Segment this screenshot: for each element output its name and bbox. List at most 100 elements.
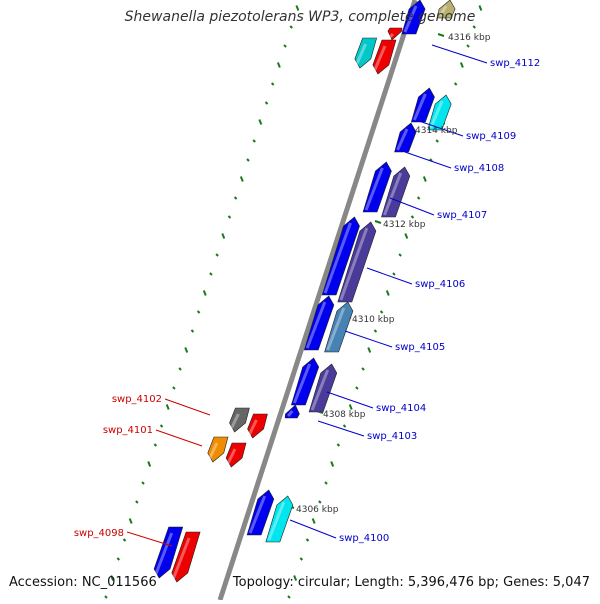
gc-dot xyxy=(178,367,182,371)
gc-dot xyxy=(311,518,316,524)
gene-label-swp_4102[interactable]: swp_4102 xyxy=(112,394,162,405)
gene-swp_4103[interactable] xyxy=(284,404,300,419)
gene-shading xyxy=(387,32,394,40)
gc-dot xyxy=(227,215,232,219)
gene-swp_4104[interactable] xyxy=(308,363,338,413)
ruler-tick xyxy=(437,33,445,37)
gene-shading xyxy=(396,128,409,151)
gene-swp_4100-a[interactable] xyxy=(246,489,275,536)
gene-label-swp_4103[interactable]: swp_4103 xyxy=(367,431,417,442)
gc-dot xyxy=(276,62,281,68)
gene-shading xyxy=(372,45,387,73)
gene-shading xyxy=(326,307,346,351)
gene-swp_4102-a[interactable] xyxy=(229,407,250,433)
gene-unlabeled-cyan[interactable] xyxy=(354,37,378,69)
ruler-label-4316: 4316 kbp xyxy=(448,33,491,43)
gc-dot xyxy=(270,82,275,86)
gc-dot xyxy=(318,500,322,504)
genome-backbone xyxy=(217,0,418,601)
gene-label-swp_4101[interactable]: swp_4101 xyxy=(103,425,153,436)
gc-dot xyxy=(422,176,427,182)
gc-dot xyxy=(264,101,269,105)
gene-swp_4101-a[interactable] xyxy=(207,436,229,463)
gene-swp_4107[interactable] xyxy=(381,166,411,218)
gene-shading xyxy=(267,501,286,541)
gene-swp_4104-a[interactable] xyxy=(290,357,320,406)
gene-swp_4108[interactable] xyxy=(394,122,417,153)
gc-dot xyxy=(435,139,439,143)
gene-label-swp_4106[interactable]: swp_4106 xyxy=(415,279,465,290)
gene-shading xyxy=(207,442,219,461)
gc-dot xyxy=(196,310,201,314)
gene-unlabeled-olive[interactable] xyxy=(436,0,456,19)
leader-line xyxy=(415,119,464,137)
gene-shading xyxy=(247,419,258,437)
gc-dot xyxy=(184,347,189,353)
accession-text: Accession: NC_011566 xyxy=(9,575,157,590)
gene-unlabeled-red-a[interactable] xyxy=(372,39,397,75)
leader-line xyxy=(404,151,452,169)
gene-label-swp_4105[interactable]: swp_4105 xyxy=(395,342,445,353)
gc-dot xyxy=(165,404,170,410)
gene-swp_4109-a[interactable] xyxy=(410,87,435,123)
gene-swp_4112[interactable] xyxy=(401,0,426,35)
ruler-label-4310: 4310 kbp xyxy=(352,315,395,325)
gc-dot xyxy=(141,481,145,485)
gc-dot xyxy=(172,386,176,390)
gene-label-swp_4108[interactable]: swp_4108 xyxy=(454,163,504,174)
gene-swp_4106-a[interactable] xyxy=(321,216,360,296)
gene-swp_4106[interactable] xyxy=(337,221,377,303)
gene-shading xyxy=(383,172,403,216)
gene-label-swp_4109[interactable]: swp_4109 xyxy=(466,131,516,142)
gene-shading xyxy=(305,301,327,349)
gc-dot xyxy=(110,575,115,581)
gene-unlabeled-red-b[interactable] xyxy=(387,27,403,41)
leader-line xyxy=(326,391,374,409)
gc-dot xyxy=(221,233,226,239)
gene-shading xyxy=(403,5,418,33)
gene-swp_4105-a[interactable] xyxy=(303,295,335,351)
gc-dot xyxy=(429,158,433,162)
gene-shading xyxy=(225,448,237,466)
gene-label-swp_4112[interactable]: swp_4112 xyxy=(490,58,540,69)
gc-dot xyxy=(147,461,152,467)
gene-label-swp_4098[interactable]: swp_4098 xyxy=(74,528,124,539)
gc-dot xyxy=(283,44,287,48)
gene-shading xyxy=(287,410,294,417)
gene-label-swp_4107[interactable]: swp_4107 xyxy=(437,210,487,221)
gene-swp_4098-a[interactable] xyxy=(153,526,184,579)
gene-swp_4102[interactable] xyxy=(247,413,268,439)
gene-swp_4100[interactable] xyxy=(265,495,294,543)
gc-dot xyxy=(398,253,402,257)
gc-dot xyxy=(215,253,219,257)
gene-shading xyxy=(354,43,368,67)
ruler-label-4314: 4314 kbp xyxy=(415,126,458,136)
gc-dot xyxy=(379,310,384,314)
gene-swp_4109[interactable] xyxy=(427,94,452,131)
gc-dot xyxy=(348,404,353,410)
gc-dot xyxy=(342,424,347,428)
gc-dot xyxy=(361,367,365,371)
gene-label-swp_4100[interactable]: swp_4100 xyxy=(339,533,389,544)
ruler-label-4306: 4306 kbp xyxy=(296,505,339,515)
gene-shading xyxy=(438,5,448,17)
gc-dot xyxy=(299,557,304,561)
gc-dot xyxy=(472,25,476,29)
gene-swp_4098[interactable] xyxy=(171,531,201,583)
gene-shading xyxy=(364,167,384,211)
gene-swp_4105[interactable] xyxy=(324,301,354,353)
gene-features xyxy=(153,0,456,583)
gene-swp_4107-a[interactable] xyxy=(362,161,392,213)
gc-dot xyxy=(385,290,390,296)
gc-dot xyxy=(116,557,121,561)
gc-dot xyxy=(478,5,483,11)
leader-line xyxy=(164,398,211,416)
gc-dot xyxy=(355,386,359,390)
gc-dot xyxy=(104,595,108,599)
ruler-label-4312: 4312 kbp xyxy=(383,220,426,230)
ruler-tick xyxy=(374,220,382,224)
gene-label-swp_4104[interactable]: swp_4104 xyxy=(376,403,426,414)
leader-line xyxy=(317,420,365,437)
gene-swp_4101[interactable] xyxy=(225,442,247,468)
